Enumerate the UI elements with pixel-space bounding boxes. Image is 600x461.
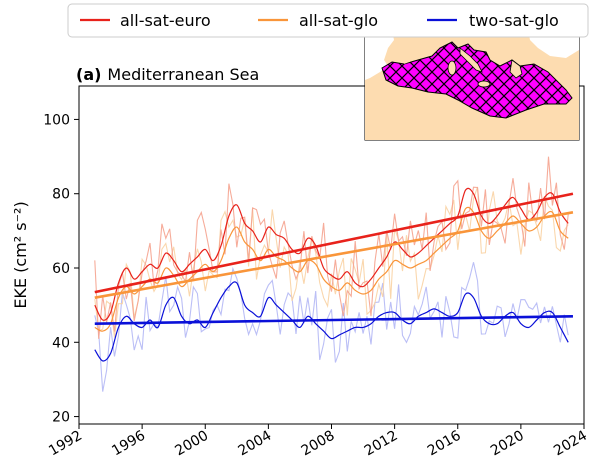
y-tick-label-60: 60 <box>52 261 70 277</box>
trend-line-two-sat-glo <box>94 314 573 326</box>
raw-line-all-sat-euro <box>94 156 569 339</box>
x-tick-label-2000: 2000 <box>172 428 211 460</box>
panel-title: (a) Mediterranean Sea <box>76 65 259 84</box>
legend: all-sat-euro all-sat-glo two-sat-glo <box>67 3 589 38</box>
y-tick-label-80: 80 <box>52 187 70 203</box>
y-tick-label-20: 20 <box>52 410 70 426</box>
x-tick-label-2016: 2016 <box>425 428 464 460</box>
series-layer <box>94 156 574 392</box>
panel-title-text: Mediterranean Sea <box>107 65 259 84</box>
inset-spain-edge <box>404 46 430 64</box>
inset-sardinia <box>447 60 457 76</box>
x-tick-label-2012: 2012 <box>362 428 401 460</box>
x-tick-label-2024: 2024 <box>551 428 590 460</box>
legend-frame <box>67 3 589 38</box>
smoothed-line-all-sat-euro <box>94 187 569 321</box>
x-tick-label-2020: 2020 <box>488 428 527 460</box>
trend-line-all-sat-glo <box>94 211 574 299</box>
x-tick-label-2004: 2004 <box>236 428 275 460</box>
y-axis-title: EKE (cm² s⁻²) <box>11 201 30 308</box>
trend-line-all-sat-euro <box>94 192 574 294</box>
inset-sea-hatched <box>381 41 573 119</box>
y-tick-label-40: 40 <box>52 335 70 351</box>
x-tick-label-2008: 2008 <box>299 428 338 460</box>
inset-map <box>364 29 580 141</box>
inset-greece <box>509 59 523 79</box>
inset-sicily <box>477 80 491 88</box>
panel-label: (a) <box>76 65 101 84</box>
x-tick-label-1996: 1996 <box>109 428 148 460</box>
smoothed-line-two-sat-glo <box>94 281 569 362</box>
inset-italy <box>459 47 483 73</box>
legend-label-two-sat-glo: two-sat-glo <box>469 11 559 30</box>
legend-label-all-sat-euro: all-sat-euro <box>120 11 211 30</box>
y-tick-label-100: 100 <box>43 112 70 128</box>
inset-atlantic <box>365 30 394 80</box>
legend-label-all-sat-glo: all-sat-glo <box>299 11 378 30</box>
x-tick-label-1992: 1992 <box>46 428 85 460</box>
raw-line-two-sat-glo <box>94 262 569 392</box>
